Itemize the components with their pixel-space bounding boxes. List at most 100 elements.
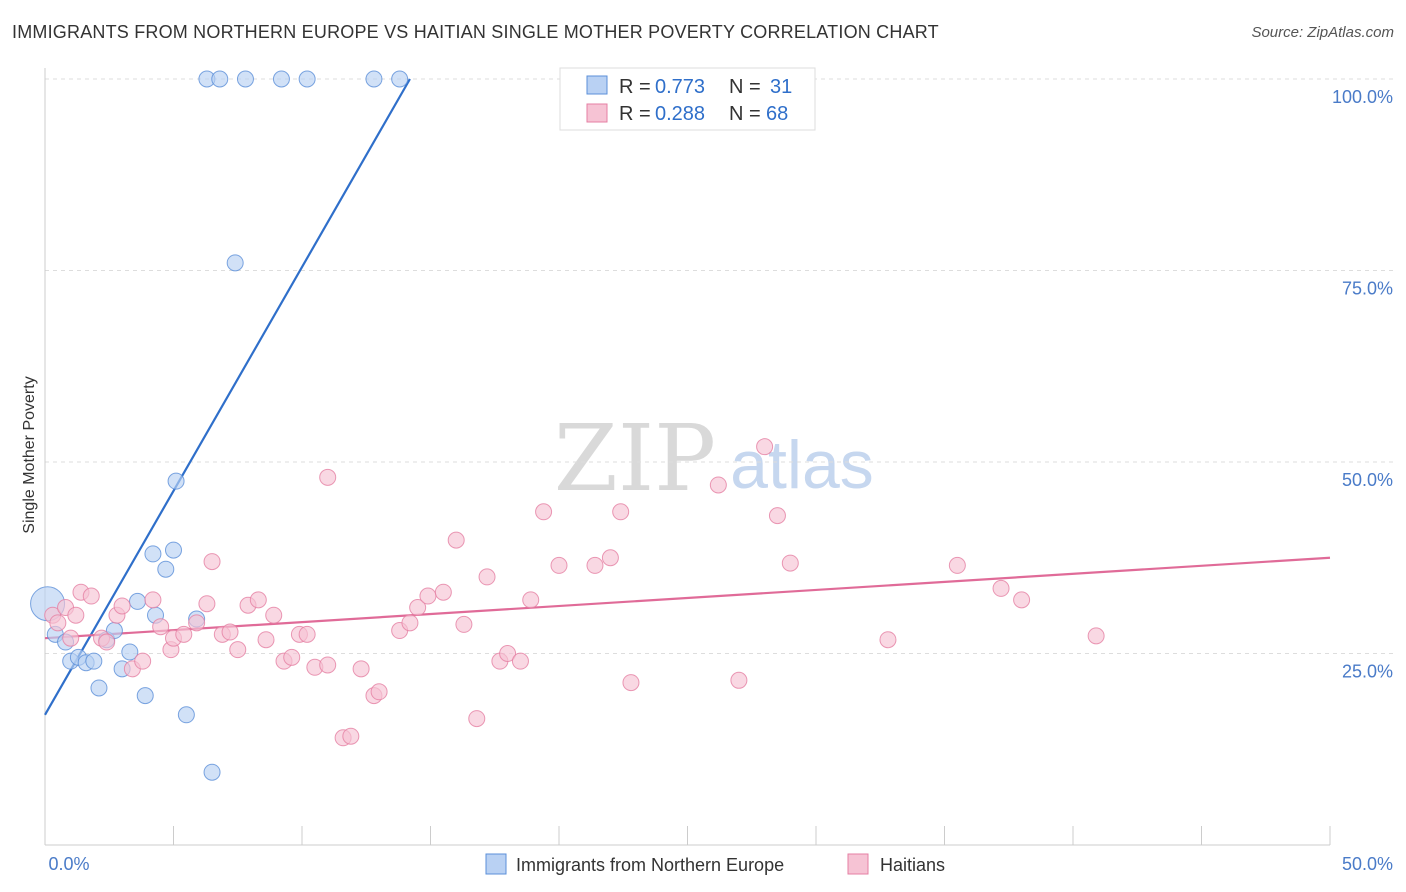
point-haitians (229, 641, 247, 659)
stats-n-value-blue: 31 (770, 76, 792, 98)
x-tick-label: 50.0% (1342, 854, 1393, 874)
point-haitians (265, 606, 283, 624)
stats-n-label-pink: N = (729, 103, 761, 125)
point-northern-europe (85, 652, 103, 670)
point-northern-europe (226, 254, 244, 272)
point-northern-europe (90, 679, 108, 697)
point-haitians (401, 614, 419, 632)
point-haitians (249, 591, 267, 609)
point-haitians (352, 660, 370, 678)
point-northern-europe (272, 70, 290, 88)
legend-swatch-haitians (847, 853, 869, 875)
trend-lines (44, 78, 1331, 716)
stats-r-value-pink: 0.288 (655, 103, 705, 125)
point-haitians (511, 652, 529, 670)
point-haitians (298, 625, 316, 643)
point-haitians (144, 591, 162, 609)
point-northern-europe (365, 70, 383, 88)
stats-legend: R = 0.773 N = 31 R = 0.288 N = 68 (559, 67, 816, 131)
point-northern-europe (177, 706, 195, 724)
point-northern-europe (165, 541, 182, 559)
point-haitians (601, 549, 619, 567)
stats-swatch-blue (586, 75, 608, 95)
point-northern-europe (203, 763, 221, 781)
point-haitians (257, 631, 275, 649)
point-haitians (62, 629, 80, 647)
point-northern-europe (129, 592, 147, 610)
y-tick-label: 25.0% (1342, 662, 1393, 682)
point-haitians (409, 599, 427, 617)
y-tick-label: 75.0% (1342, 279, 1393, 299)
point-haitians (756, 438, 774, 456)
point-haitians (283, 648, 301, 666)
point-haitians (522, 591, 540, 609)
point-haitians (550, 556, 568, 574)
point-northern-europe (298, 70, 316, 88)
point-haitians (134, 652, 152, 670)
watermark-atlas: atlas (730, 427, 874, 503)
point-northern-europe (136, 687, 154, 705)
axes (44, 68, 1331, 846)
y-tick-label: 50.0% (1342, 470, 1393, 490)
point-haitians (67, 606, 85, 624)
point-haitians (419, 587, 437, 605)
point-haitians (879, 631, 897, 649)
stats-r-label-blue: R = (619, 76, 651, 98)
point-northern-europe (167, 472, 185, 490)
source-credit: Source: ZipAtlas.com (1251, 24, 1394, 41)
point-northern-europe (236, 70, 254, 88)
point-northern-europe (391, 70, 409, 88)
trend-line-northern-europe (44, 78, 411, 716)
watermark-zip: ZIP (554, 405, 716, 512)
point-haitians (612, 503, 630, 521)
point-haitians (992, 579, 1010, 597)
point-haitians (730, 671, 748, 689)
point-haitians (535, 503, 553, 521)
point-haitians (468, 710, 486, 728)
point-haitians (198, 595, 216, 613)
point-haitians (434, 583, 452, 601)
point-haitians (49, 614, 67, 632)
x-tick-label: 0.0% (48, 854, 89, 874)
point-northern-europe (211, 70, 229, 88)
point-northern-europe (144, 545, 162, 563)
point-haitians (455, 615, 473, 633)
point-haitians (203, 553, 221, 571)
point-haitians (478, 568, 496, 586)
legend-label-northern-europe: Immigrants from Northern Europe (516, 855, 784, 875)
point-haitians (188, 614, 206, 632)
point-haitians (98, 633, 116, 651)
tick-labels: 25.0% 50.0% 75.0% 100.0% 0.0% 50.0% (48, 87, 1393, 874)
legend-label-haitians: Haitians (880, 855, 945, 875)
point-haitians (1087, 627, 1105, 645)
point-northern-europe (121, 643, 139, 661)
point-haitians (781, 554, 799, 572)
point-haitians (82, 587, 100, 605)
point-haitians (586, 556, 604, 574)
point-haitians (948, 556, 966, 574)
point-haitians (768, 507, 786, 525)
point-haitians (499, 645, 517, 662)
point-haitians (113, 597, 131, 615)
chart-title: IMMIGRANTS FROM NORTHERN EUROPE VS HAITI… (12, 22, 939, 42)
trend-line-haitians (44, 556, 1331, 640)
stats-swatch-pink (586, 103, 608, 123)
point-haitians (342, 727, 360, 745)
stats-r-value-blue: 0.773 (655, 76, 705, 98)
y-tick-label: 100.0% (1332, 87, 1393, 107)
point-haitians (709, 476, 727, 494)
point-haitians (319, 468, 337, 486)
point-haitians (152, 618, 170, 636)
point-haitians (370, 683, 388, 701)
point-northern-europe (157, 560, 175, 578)
data-points (30, 70, 1105, 781)
point-haitians (221, 623, 239, 641)
legend-swatch-northern-europe (485, 853, 507, 875)
stats-n-value-pink: 68 (766, 103, 788, 125)
point-haitians (319, 656, 337, 674)
point-haitians (1013, 591, 1031, 609)
series-legend: Immigrants from Northern Europe Haitians (485, 853, 945, 875)
point-haitians (622, 674, 640, 692)
y-axis-label: Single Mother Poverty (21, 376, 38, 533)
